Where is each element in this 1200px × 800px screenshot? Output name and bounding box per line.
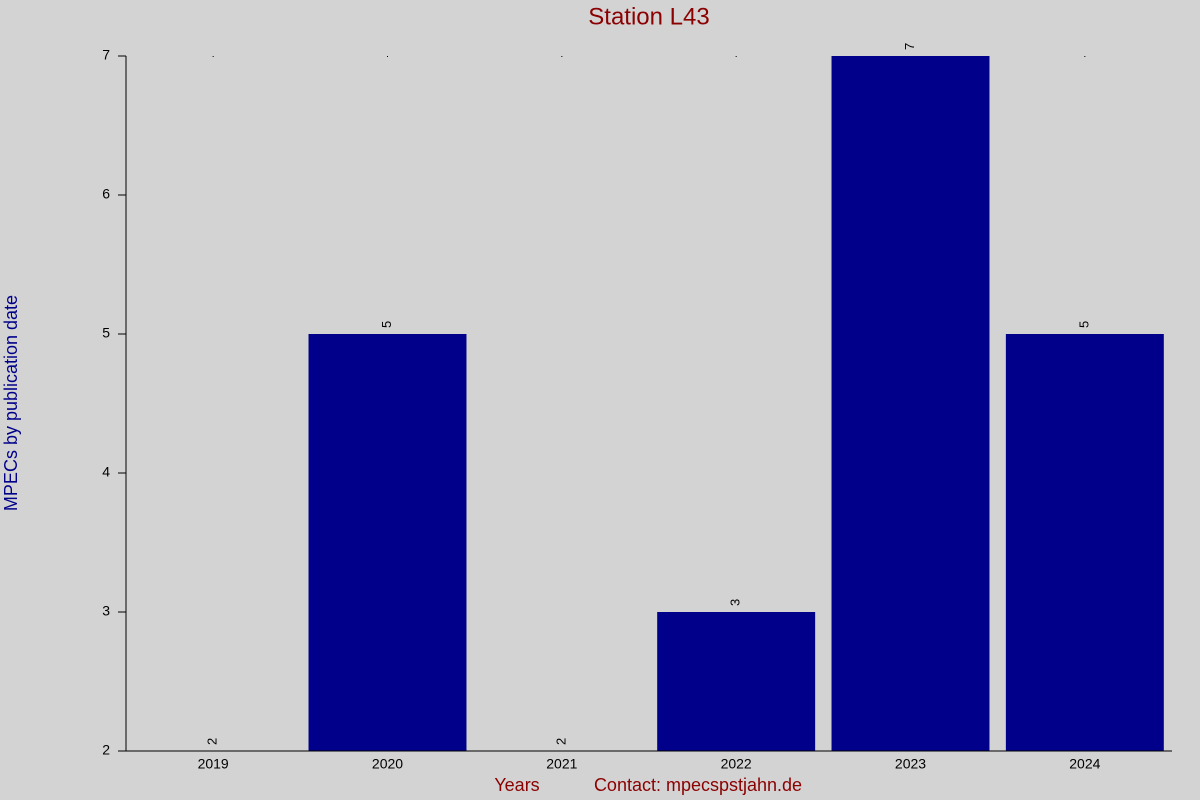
x-tick-label: 2022 [721,756,752,772]
y-tick-label: 5 [102,325,110,341]
data-label: 2 [205,738,220,745]
x-tick-label: 2019 [198,756,229,772]
data-label: 3 [728,599,743,606]
chart-title: Station L43 [588,3,709,30]
contact: Contact: mpecspstjahn.de [594,775,802,795]
y-tick-label: 6 [102,186,110,202]
bar [1005,334,1164,751]
y-tick-label: 4 [102,464,110,480]
bar [657,612,816,751]
x-tick-label: 2023 [895,756,926,772]
x-tick-label: 2024 [1069,756,1100,772]
x-tick-label: 2020 [372,756,403,772]
x-tick-label: 2021 [546,756,577,772]
data-label: 2 [553,738,568,745]
x-axis-label: Years [494,775,539,795]
data-label: 5 [379,321,394,328]
bar [308,334,467,751]
bar [831,56,990,751]
data-label: 7 [902,43,917,50]
y-tick-label: 3 [102,603,110,619]
data-label: 5 [1076,321,1091,328]
y-tick-label: 2 [102,742,110,758]
y-axis-label: MPECs by publication date [1,295,21,511]
y-tick-label: 7 [102,47,110,63]
